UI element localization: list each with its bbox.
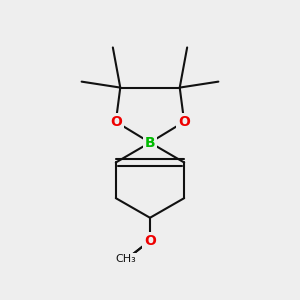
- Text: B: B: [145, 136, 155, 150]
- Text: O: O: [110, 115, 122, 129]
- Text: O: O: [178, 115, 190, 129]
- Text: O: O: [144, 234, 156, 248]
- Text: CH₃: CH₃: [116, 254, 136, 264]
